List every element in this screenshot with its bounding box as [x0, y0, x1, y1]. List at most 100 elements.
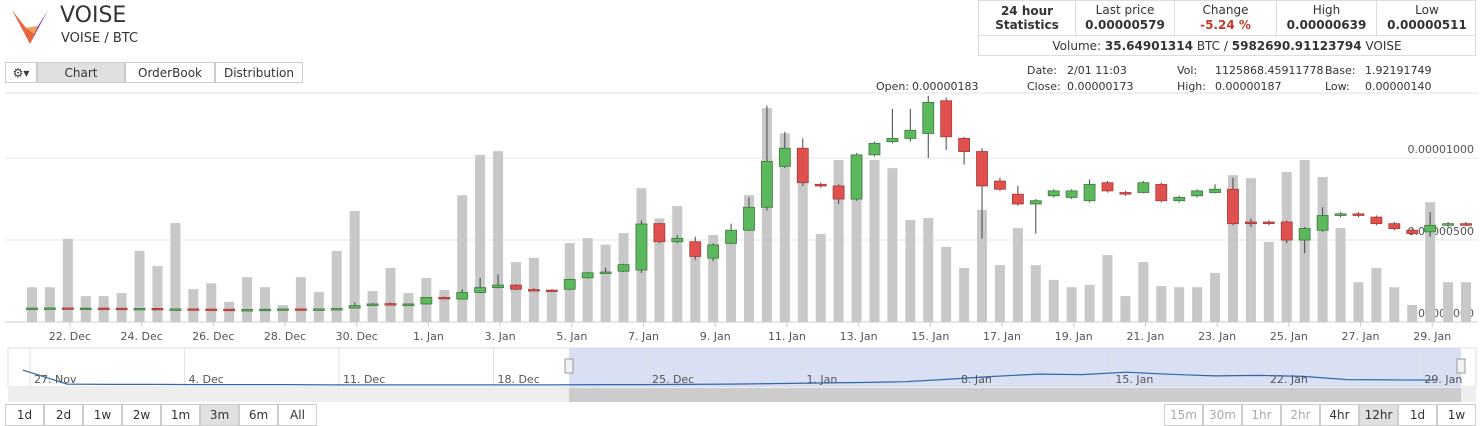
info-label: Date:: [1027, 64, 1057, 77]
info-value: 1125868.45911778: [1215, 64, 1324, 77]
candle-body: [402, 303, 415, 307]
volume-bar: [1102, 255, 1113, 322]
volume-bar: [295, 277, 306, 322]
stat-label: Last price: [1095, 3, 1155, 17]
stat-label: Change: [1202, 3, 1249, 17]
interval-button[interactable]: 15m: [1164, 404, 1203, 426]
range-button[interactable]: 1w: [83, 404, 122, 426]
navigator-label: 27. Nov: [34, 373, 77, 386]
volume-bar: [27, 287, 37, 322]
tab[interactable]: Chart: [37, 62, 125, 83]
candle-body: [151, 307, 164, 311]
range-button[interactable]: 2d: [44, 404, 83, 426]
volume-bar: [493, 151, 504, 322]
interval-button[interactable]: 30m: [1203, 404, 1242, 426]
range-button[interactable]: All: [278, 404, 317, 426]
volume-bar: [726, 240, 737, 322]
navigator-handle[interactable]: [1456, 358, 1466, 374]
stats-title: 24 hour Statistics: [979, 1, 1076, 35]
tab[interactable]: OrderBook: [125, 62, 215, 83]
volume-bar: [1425, 202, 1436, 322]
x-tick-label: 22. Dec: [49, 330, 91, 343]
candle-body: [348, 305, 361, 309]
scrollbar-thumb[interactable]: [569, 388, 1461, 402]
candle-body: [814, 183, 827, 187]
stat-label: High: [1312, 3, 1341, 17]
volume-bar: [1084, 284, 1095, 322]
x-tick-label: 28. Dec: [264, 330, 306, 343]
info-value: 0.00000140: [1365, 80, 1432, 93]
range-button[interactable]: 2w: [122, 404, 161, 426]
stats-box: 24 hour Statistics Last price 0.00000579 C…: [978, 0, 1476, 56]
x-tick-label: 15. Jan: [911, 330, 949, 343]
logo: [12, 10, 48, 44]
x-tick-label: 19. Jan: [1055, 330, 1093, 343]
y-tick-label: 0.00001000: [1408, 143, 1474, 156]
interval-button[interactable]: 1w: [1437, 404, 1476, 426]
candle-body: [528, 289, 540, 292]
range-button[interactable]: 3m: [200, 404, 239, 426]
volume-bar: [797, 149, 808, 322]
volume-part: Volume:: [1052, 39, 1102, 53]
candle-body: [420, 297, 433, 305]
navigator-selection[interactable]: [569, 348, 1461, 387]
volume-bar: [905, 219, 916, 322]
stat-cell: Last price 0.00000579: [1076, 1, 1175, 35]
volume-bar: [457, 195, 468, 322]
candle-body: [115, 307, 128, 311]
interval-button[interactable]: 12hr: [1359, 404, 1398, 426]
volume-bar: [941, 246, 952, 322]
candle-body: [1280, 221, 1293, 241]
candle-body: [1155, 183, 1168, 202]
volume-bar: [779, 133, 790, 322]
info-label: Base:: [1325, 64, 1356, 77]
candle-body: [1245, 221, 1257, 225]
volume-bar: [833, 159, 844, 322]
settings-button[interactable]: ⚙▾: [5, 62, 37, 83]
volume-bar: [887, 168, 898, 322]
range-button[interactable]: 1m: [161, 404, 200, 426]
candle-body: [1388, 223, 1401, 229]
candle-body: [366, 303, 379, 307]
candle-body: [1262, 221, 1275, 225]
volume-part: BTC /: [1196, 39, 1228, 53]
volume-bar: [654, 218, 665, 322]
candle-body: [707, 244, 720, 259]
candle-body: [1137, 182, 1150, 193]
interval-button[interactable]: 4hr: [1320, 404, 1359, 426]
volume-bar: [1407, 304, 1418, 322]
volume-bar: [1030, 265, 1041, 322]
volume-bar: [385, 267, 396, 322]
x-tick-label: 26. Dec: [192, 330, 234, 343]
navigator-label: 18. Dec: [497, 373, 539, 386]
interval-button[interactable]: 1d: [1398, 404, 1437, 426]
volume-bar: [1227, 175, 1238, 322]
volume-bar: [475, 154, 486, 322]
stat-cell: Change -5.24 %: [1175, 1, 1277, 35]
candle-body: [1460, 223, 1472, 226]
interval-button[interactable]: 1hr: [1242, 404, 1281, 426]
volume-bar: [994, 265, 1005, 322]
candle-body: [312, 308, 325, 311]
navigator-handle[interactable]: [564, 358, 574, 374]
candle-body: [581, 272, 594, 279]
volume-bar: [959, 267, 970, 322]
navigator-label: 29. Jan: [1424, 373, 1462, 386]
volume-bar: [277, 304, 288, 322]
interval-button[interactable]: 2hr: [1281, 404, 1320, 426]
volume-bar: [977, 209, 988, 322]
volume-bar: [744, 195, 754, 322]
candle-body: [1119, 192, 1132, 195]
candle-body: [1334, 213, 1347, 216]
volume-bar: [708, 235, 719, 322]
volume-bar: [1263, 241, 1274, 322]
x-tick-label: 23. Jan: [1198, 330, 1236, 343]
x-tick-label: 5. Jan: [556, 330, 587, 343]
stat-value: -5.24 %: [1200, 18, 1251, 32]
volume-bar: [349, 211, 360, 322]
range-button[interactable]: 1d: [5, 404, 44, 426]
range-button[interactable]: 6m: [239, 404, 278, 426]
candle-body: [169, 308, 182, 311]
candle-body: [1316, 215, 1329, 231]
tab[interactable]: Distribution: [215, 62, 303, 83]
